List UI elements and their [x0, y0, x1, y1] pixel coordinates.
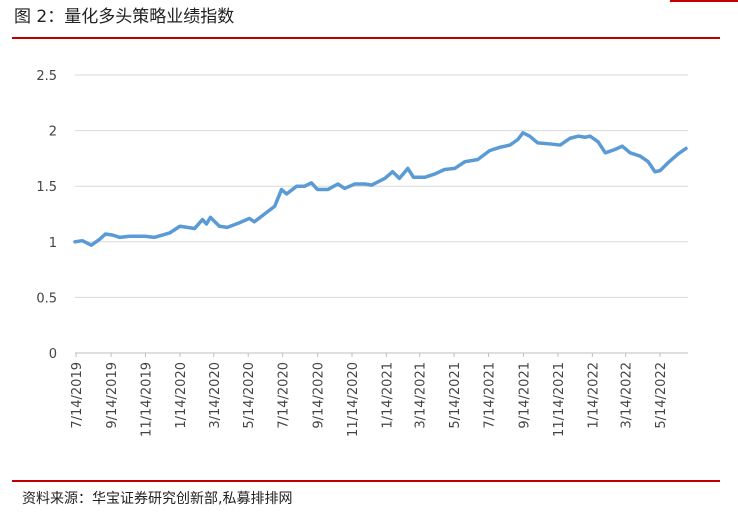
- y-tick-label: 0: [49, 347, 57, 362]
- x-tick-label: 9/14/2019: [105, 362, 120, 429]
- x-tick-label: 5/14/2021: [448, 362, 463, 429]
- y-tick-label: 1: [49, 236, 57, 251]
- x-tick-label: 7/14/2019: [70, 362, 85, 429]
- x-tick-label: 1/14/2020: [174, 362, 189, 429]
- chart-title: 图 2：量化多头策略业绩指数: [14, 7, 234, 27]
- x-tick-label: 9/14/2020: [312, 362, 327, 429]
- data-line: [73, 131, 688, 247]
- y-tick-label: 2.5: [36, 69, 57, 84]
- x-tick-label: 3/14/2021: [414, 362, 429, 429]
- x-tick-label: 7/14/2020: [277, 362, 292, 429]
- y-tick-label: 1.5: [36, 180, 57, 195]
- x-tick-label: 3/14/2020: [208, 362, 223, 429]
- x-tick-label: 11/14/2020: [346, 362, 361, 437]
- x-tick-label: 5/14/2022: [654, 362, 669, 429]
- x-tick-label: 3/14/2022: [620, 362, 635, 429]
- x-tick-label: 1/14/2021: [380, 362, 395, 429]
- y-tick-label: 2: [49, 125, 57, 140]
- x-tick-label: 1/14/2022: [586, 362, 601, 429]
- x-tick-label: 5/14/2020: [242, 362, 257, 429]
- y-tick-label: 0.5: [36, 291, 57, 306]
- x-tick-label: 7/14/2021: [483, 362, 498, 429]
- x-tick-label: 11/14/2019: [140, 362, 155, 437]
- x-tick-label: 9/14/2021: [518, 362, 533, 429]
- x-tick-label: 11/14/2021: [552, 362, 567, 437]
- source-note: 资料来源：华宝证券研究创新部,私募排排网: [22, 491, 292, 507]
